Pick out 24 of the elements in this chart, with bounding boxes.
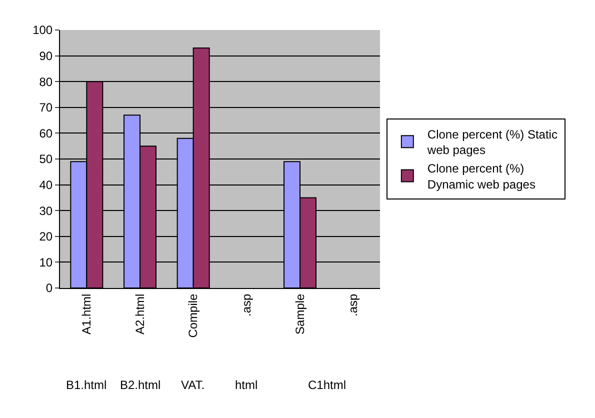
x-tick-label: .asp — [346, 293, 360, 316]
text: VAT. — [181, 378, 205, 392]
y-tick-label: 40 — [39, 178, 53, 192]
y-tick-label: 0 — [46, 281, 53, 296]
text: B1.html — [66, 378, 107, 392]
x-tick-label: A1.html — [80, 294, 94, 334]
y-tick-label: 70 — [39, 100, 53, 115]
legend-label: Clone percent (%) Static web pages — [426, 127, 558, 158]
y-tick-label: 60 — [39, 126, 53, 140]
text: html — [235, 378, 258, 392]
y-tick-label: 10 — [39, 255, 53, 270]
y-tick-label: 90 — [39, 49, 53, 63]
x-tick-label: .asp — [240, 293, 254, 316]
text: B2.html — [120, 378, 161, 392]
x-tick-label: Compile — [186, 293, 200, 338]
y-tick-label: 80 — [39, 74, 53, 89]
text: C1html — [308, 378, 346, 392]
y-tick-label: 20 — [39, 230, 53, 244]
x-tick-label: Sample — [292, 293, 307, 334]
y-tick-label: 50 — [39, 152, 53, 166]
x-tick-label: A2.html — [132, 294, 147, 334]
legend-label: Clone percent (%) Dynamic web pages — [427, 162, 536, 192]
y-tick-label: 30 — [39, 204, 53, 218]
y-tick-label: 100 — [32, 23, 53, 38]
